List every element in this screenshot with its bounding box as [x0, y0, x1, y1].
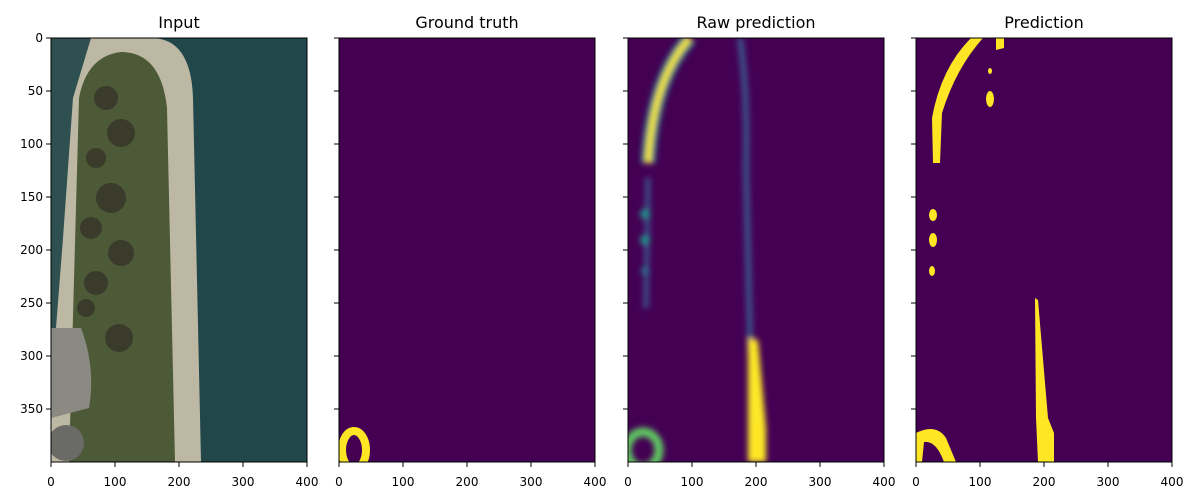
- input-image: [51, 38, 307, 462]
- chart-title: Input: [158, 13, 199, 32]
- y-tick-label: 150: [20, 190, 43, 204]
- x-tick-label: 400: [296, 475, 319, 489]
- y-tick-label: 100: [20, 137, 43, 151]
- chart-title: Ground truth: [415, 13, 518, 32]
- prediction-image: [916, 38, 1172, 462]
- x-tick-label: 400: [873, 475, 896, 489]
- x-tick-label: 200: [168, 475, 191, 489]
- x-tick-label: 100: [681, 475, 704, 489]
- x-tick-label: 100: [104, 475, 127, 489]
- y-tick-label: 300: [20, 349, 43, 363]
- y-tick-label: 0: [35, 31, 43, 45]
- x-tick-label: 0: [624, 475, 632, 489]
- x-tick-label: 200: [745, 475, 768, 489]
- y-tick-label: 350: [20, 402, 43, 416]
- y-tick-label: 200: [20, 243, 43, 257]
- raw-prediction-image: [628, 38, 884, 462]
- x-tick-label: 400: [584, 475, 607, 489]
- x-tick-label: 400: [1161, 475, 1184, 489]
- ground-truth-image: [339, 38, 595, 462]
- x-tick-label: 0: [335, 475, 343, 489]
- x-tick-label: 100: [969, 475, 992, 489]
- x-tick-label: 0: [912, 475, 920, 489]
- y-tick-label: 250: [20, 296, 43, 310]
- x-tick-label: 100: [392, 475, 415, 489]
- x-tick-label: 200: [456, 475, 479, 489]
- y-tick-label: 50: [28, 84, 43, 98]
- x-tick-label: 300: [520, 475, 543, 489]
- x-tick-label: 200: [1033, 475, 1056, 489]
- x-tick-label: 0: [47, 475, 55, 489]
- x-tick-label: 300: [1097, 475, 1120, 489]
- x-tick-label: 300: [232, 475, 255, 489]
- chart-title: Prediction: [1004, 13, 1083, 32]
- chart-title: Raw prediction: [696, 13, 815, 32]
- x-tick-label: 300: [809, 475, 832, 489]
